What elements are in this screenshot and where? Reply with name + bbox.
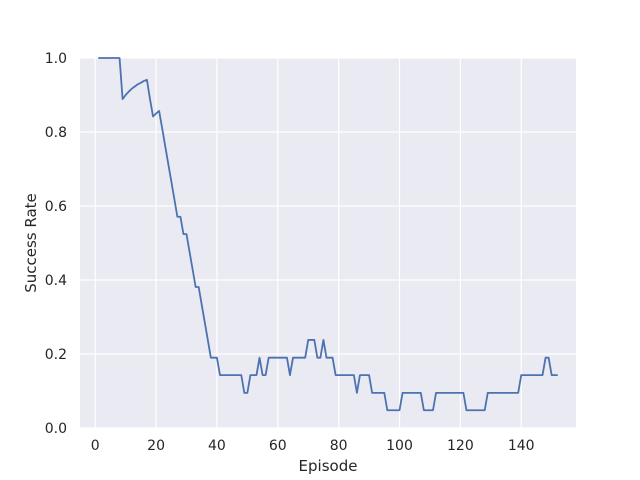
x-axis-label: Episode bbox=[299, 457, 358, 475]
y-tick-label: 1.0 bbox=[45, 51, 67, 67]
plot-area bbox=[80, 58, 576, 428]
y-tick-label: 0.4 bbox=[45, 273, 67, 289]
y-tick-label: 0.0 bbox=[45, 421, 67, 437]
y-tick-labels: 0.0 0.2 0.4 0.6 0.8 1.0 bbox=[45, 51, 67, 437]
y-tick-label: 0.8 bbox=[45, 125, 67, 141]
y-axis-label: Success Rate bbox=[22, 193, 40, 293]
x-tick-label: 60 bbox=[269, 438, 287, 454]
x-tick-label: 40 bbox=[208, 438, 226, 454]
series-line bbox=[98, 57, 558, 412]
x-tick-label: 0 bbox=[91, 438, 100, 454]
y-grid-lines bbox=[80, 57, 576, 429]
x-tick-label: 80 bbox=[330, 438, 348, 454]
x-tick-label: 20 bbox=[147, 438, 165, 454]
x-tick-label: 140 bbox=[508, 438, 535, 454]
x-tick-label: 100 bbox=[386, 438, 413, 454]
x-grid-lines bbox=[94, 58, 522, 428]
x-tick-labels: 0 20 40 60 80 100 120 140 bbox=[91, 438, 535, 454]
x-tick-label: 120 bbox=[447, 438, 474, 454]
series-group bbox=[98, 57, 558, 412]
y-tick-label: 0.6 bbox=[45, 199, 67, 215]
y-tick-label: 0.2 bbox=[45, 347, 67, 363]
